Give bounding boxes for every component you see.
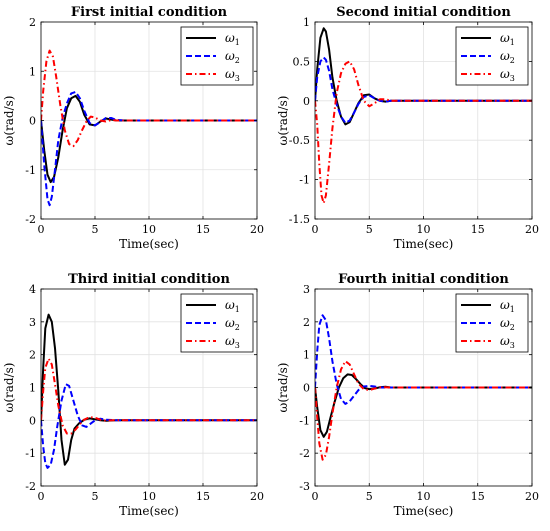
chart-title: Second initial condition <box>336 5 511 20</box>
series-line-ω2 <box>41 383 257 469</box>
x-tick-label: 10 <box>142 490 156 503</box>
x-tick-label: 15 <box>471 490 485 503</box>
y-tick-label: 4 <box>29 283 36 296</box>
chart-panel-4: 0 5 10 15 20 -3 -2 -1 0 1 2 3 Fourth initial conditi… <box>276 272 539 518</box>
legend-label-ω1: ω1 <box>500 31 515 47</box>
series-line-ω2 <box>315 56 532 124</box>
y-tick-label: 2 <box>29 349 36 362</box>
y-tick-label: -1.5 <box>289 213 310 226</box>
series-line-ω3 <box>41 49 257 148</box>
y-tick-label: 2 <box>29 16 36 29</box>
legend-label-ω1: ω1 <box>500 298 515 314</box>
y-tick-label: -1 <box>25 164 36 177</box>
y-tick-label: 1 <box>303 16 310 29</box>
y-axis-label: ω(rad/s) <box>276 363 290 413</box>
chart-panel-3: 0 5 10 15 20 -2 -1 0 1 2 3 4 Third initial condition… <box>2 272 264 518</box>
y-tick-label: 3 <box>303 283 310 296</box>
y-tick-label: 0.5 <box>293 55 311 68</box>
series-line-ω3 <box>315 360 532 461</box>
chart-panel-2: 0 5 10 15 20 -1.5 -1 -0.5 0 0.5 1 Second initial co… <box>276 5 539 251</box>
x-tick-label: 20 <box>525 490 539 503</box>
legend-label-ω1: ω1 <box>225 298 240 314</box>
legend-label-ω2: ω2 <box>225 49 240 65</box>
legend-label-ω2: ω2 <box>225 316 240 332</box>
y-tick-label: 1 <box>29 382 36 395</box>
legend-box <box>180 293 254 353</box>
x-tick-label: 0 <box>312 223 319 236</box>
y-tick-label: 0 <box>303 382 310 395</box>
legend-label-ω1: ω1 <box>225 31 240 47</box>
chart-title: Third initial condition <box>68 272 230 287</box>
y-tick-label: -1 <box>299 414 310 427</box>
x-tick-label: 0 <box>38 223 45 236</box>
x-tick-label: 10 <box>417 490 431 503</box>
y-tick-label: -1 <box>25 447 36 460</box>
series-line-ω2 <box>41 90 257 207</box>
x-tick-label: 5 <box>366 223 373 236</box>
legend-label-ω2: ω2 <box>500 316 515 332</box>
y-axis-label: ω(rad/s) <box>2 363 16 413</box>
y-tick-label: 2 <box>303 316 310 329</box>
x-tick-label: 20 <box>250 223 264 236</box>
x-tick-label: 0 <box>312 490 319 503</box>
series-line-ω1 <box>41 94 257 184</box>
x-tick-label: 20 <box>250 490 264 503</box>
y-tick-label: -0.5 <box>289 134 310 147</box>
legend-label-ω2: ω2 <box>500 49 515 65</box>
y-axis-label: ω(rad/s) <box>276 96 290 146</box>
x-axis-label: Time(sec) <box>394 237 454 251</box>
legend-label-ω3: ω3 <box>500 67 515 83</box>
x-tick-label: 5 <box>92 490 99 503</box>
legend: ω1 ω2 ω3 <box>455 26 529 86</box>
y-tick-label: -2 <box>25 480 36 493</box>
x-tick-label: 15 <box>471 223 485 236</box>
legend-box <box>455 26 529 86</box>
y-tick-label: -1 <box>299 174 310 187</box>
y-tick-label: 0 <box>29 115 36 128</box>
y-tick-label: 3 <box>29 316 36 329</box>
series-line-ω1 <box>41 313 257 466</box>
legend: ω1 ω2 ω3 <box>180 293 254 353</box>
y-tick-label: -2 <box>25 213 36 226</box>
chart-panel-1: 0 5 10 15 20 -2 -1 0 1 2 First initial condition Ti… <box>2 5 264 251</box>
legend: ω1 ω2 ω3 <box>180 26 254 86</box>
x-axis-label: Time(sec) <box>394 504 454 518</box>
y-tick-label: 1 <box>303 349 310 362</box>
legend-box <box>180 26 254 86</box>
x-tick-label: 5 <box>366 490 373 503</box>
y-tick-label: 1 <box>29 65 36 78</box>
x-tick-label: 15 <box>196 223 210 236</box>
y-tick-label: 0 <box>303 95 310 108</box>
x-tick-label: 15 <box>196 490 210 503</box>
y-tick-label: -3 <box>299 480 310 493</box>
legend-box <box>455 293 529 353</box>
x-tick-label: 10 <box>142 223 156 236</box>
chart-title: First initial condition <box>71 5 228 20</box>
x-tick-label: 20 <box>525 223 539 236</box>
x-tick-label: 5 <box>92 223 99 236</box>
x-tick-label: 0 <box>38 490 45 503</box>
chart-title: Fourth initial condition <box>338 272 509 287</box>
legend-label-ω3: ω3 <box>225 67 240 83</box>
y-tick-label: 0 <box>29 414 36 427</box>
x-axis-label: Time(sec) <box>119 237 179 251</box>
x-tick-label: 10 <box>417 223 431 236</box>
series-line-ω3 <box>41 357 257 435</box>
series-line-ω1 <box>315 27 532 126</box>
series-line-ω3 <box>315 60 532 205</box>
legend-label-ω3: ω3 <box>225 334 240 350</box>
y-tick-label: -2 <box>299 447 310 460</box>
series-line-ω2 <box>315 314 532 405</box>
y-axis-label: ω(rad/s) <box>2 96 16 146</box>
x-axis-label: Time(sec) <box>119 504 179 518</box>
legend-label-ω3: ω3 <box>500 334 515 350</box>
legend: ω1 ω2 ω3 <box>455 293 529 353</box>
